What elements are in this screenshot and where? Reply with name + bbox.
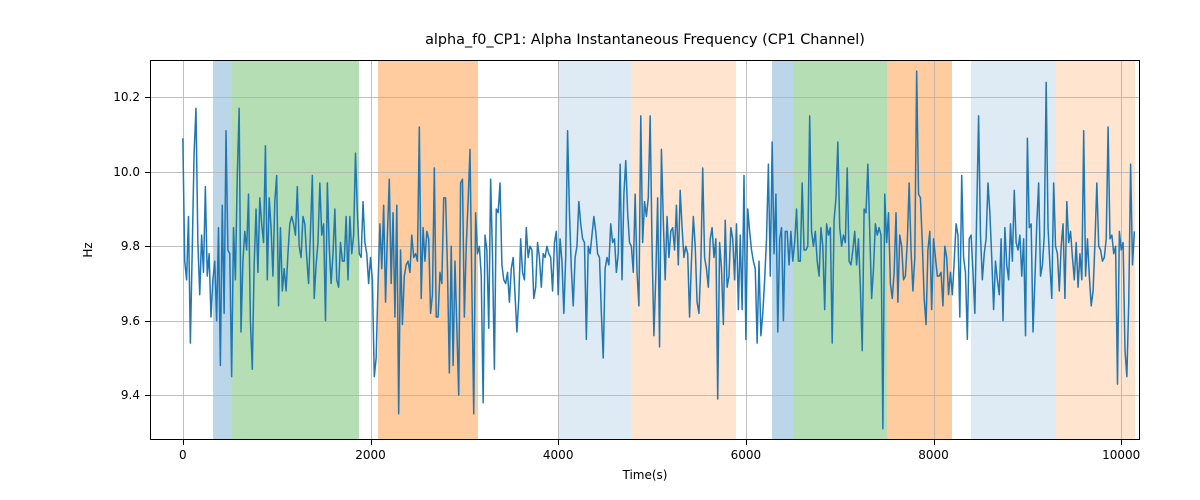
y-axis-label: Hz — [81, 242, 95, 257]
xtick-label: 4000 — [543, 448, 574, 462]
ytick-mark — [145, 246, 150, 247]
xtick-mark — [558, 440, 559, 445]
ytick-label: 10.0 — [113, 165, 140, 179]
ytick-mark — [145, 97, 150, 98]
line-series — [150, 60, 1140, 440]
x-axis-label: Time(s) — [150, 468, 1140, 482]
series-path — [183, 71, 1135, 429]
xtick-label: 0 — [179, 448, 187, 462]
chart-root: alpha_f0_CP1: Alpha Instantaneous Freque… — [0, 0, 1200, 500]
ytick-label: 9.6 — [121, 314, 140, 328]
xtick-mark — [371, 440, 372, 445]
xtick-mark — [746, 440, 747, 445]
plot-area — [150, 60, 1140, 440]
ytick-mark — [145, 321, 150, 322]
xtick-label: 10000 — [1102, 448, 1140, 462]
ytick-label: 9.8 — [121, 239, 140, 253]
xtick-label: 2000 — [355, 448, 386, 462]
ytick-label: 9.4 — [121, 388, 140, 402]
xtick-mark — [1121, 440, 1122, 445]
chart-title: alpha_f0_CP1: Alpha Instantaneous Freque… — [150, 32, 1140, 48]
ytick-label: 10.2 — [113, 90, 140, 104]
xtick-label: 6000 — [731, 448, 762, 462]
ytick-mark — [145, 395, 150, 396]
xtick-label: 8000 — [918, 448, 949, 462]
ytick-mark — [145, 172, 150, 173]
xtick-mark — [183, 440, 184, 445]
xtick-mark — [934, 440, 935, 445]
